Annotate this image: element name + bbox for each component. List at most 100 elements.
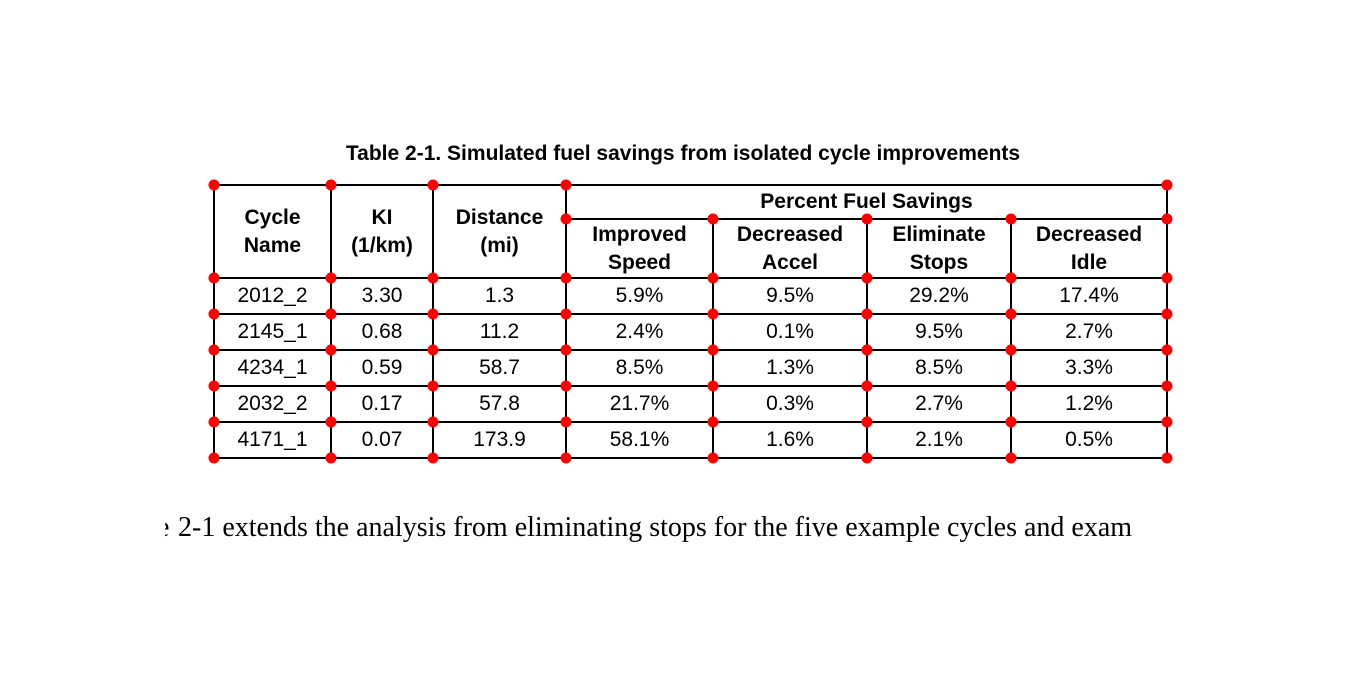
- corner-marker[interactable]: [861, 416, 873, 428]
- corner-marker[interactable]: [560, 416, 572, 428]
- corner-marker[interactable]: [1005, 213, 1017, 225]
- corner-marker[interactable]: [1005, 308, 1017, 320]
- corner-marker[interactable]: [861, 380, 873, 392]
- corner-marker[interactable]: [427, 416, 439, 428]
- cell-decreased-accel: 0.1%: [712, 313, 868, 351]
- corner-marker[interactable]: [427, 344, 439, 356]
- corner-marker[interactable]: [560, 344, 572, 356]
- corner-marker[interactable]: [208, 272, 220, 284]
- corner-marker[interactable]: [861, 308, 873, 320]
- corner-marker[interactable]: [208, 179, 220, 191]
- corner-marker[interactable]: [861, 452, 873, 464]
- corner-marker[interactable]: [560, 308, 572, 320]
- corner-marker[interactable]: [325, 452, 337, 464]
- fuel-savings-table: Cycle Name KI (1/km) Distance (mi) Perce…: [213, 184, 1168, 459]
- corner-marker[interactable]: [707, 213, 719, 225]
- corner-marker[interactable]: [1161, 272, 1173, 284]
- cell-decreased-accel: 9.5%: [712, 277, 868, 315]
- cell-improved-speed: 21.7%: [565, 385, 714, 423]
- header-decreased-accel: Decreased Accel: [712, 218, 868, 279]
- corner-marker[interactable]: [707, 344, 719, 356]
- cell-cycle-name: 2012_2: [213, 277, 332, 315]
- corner-marker[interactable]: [325, 380, 337, 392]
- cell-ki: 0.68: [330, 313, 434, 351]
- corner-marker[interactable]: [325, 179, 337, 191]
- corner-marker[interactable]: [560, 272, 572, 284]
- corner-marker[interactable]: [1005, 416, 1017, 428]
- corner-marker[interactable]: [1161, 213, 1173, 225]
- corner-marker[interactable]: [427, 272, 439, 284]
- corner-marker[interactable]: [325, 272, 337, 284]
- corner-marker[interactable]: [707, 416, 719, 428]
- cell-distance: 1.3: [432, 277, 567, 315]
- header-eliminate-stops: Eliminate Stops: [866, 218, 1012, 279]
- body-text: 2-1 extends the analysis from eliminatin…: [178, 512, 1133, 543]
- cell-distance: 58.7: [432, 349, 567, 387]
- corner-marker[interactable]: [560, 179, 572, 191]
- corner-marker[interactable]: [1161, 452, 1173, 464]
- header-row-sub: Improved Speed Decreased Accel Eliminate…: [214, 218, 1168, 279]
- cell-cycle-name: 4234_1: [213, 349, 332, 387]
- cell-eliminate-stops: 29.2%: [866, 277, 1012, 315]
- table-row: 2012_2 3.30 1.3 5.9% 9.5% 29.2% 17.4%: [213, 277, 1168, 315]
- corner-marker[interactable]: [325, 416, 337, 428]
- cell-eliminate-stops: 9.5%: [866, 313, 1012, 351]
- cell-cycle-name: 4171_1: [213, 421, 332, 459]
- table-row: 4171_1 0.07 173.9 58.1% 1.6% 2.1% 0.5%: [213, 421, 1168, 459]
- corner-marker[interactable]: [707, 272, 719, 284]
- corner-marker[interactable]: [427, 179, 439, 191]
- corner-marker[interactable]: [1161, 416, 1173, 428]
- corner-marker[interactable]: [707, 308, 719, 320]
- corner-marker[interactable]: [1161, 380, 1173, 392]
- cell-improved-speed: 5.9%: [565, 277, 714, 315]
- cell-distance: 173.9: [432, 421, 567, 459]
- cell-decreased-accel: 1.6%: [712, 421, 868, 459]
- corner-marker[interactable]: [861, 272, 873, 284]
- corner-marker[interactable]: [1161, 179, 1173, 191]
- corner-marker[interactable]: [325, 344, 337, 356]
- cell-distance: 11.2: [432, 313, 567, 351]
- corner-marker[interactable]: [707, 380, 719, 392]
- cell-decreased-idle: 1.2%: [1010, 385, 1168, 423]
- cell-eliminate-stops: 2.7%: [866, 385, 1012, 423]
- header-distance: Distance (mi): [432, 184, 567, 279]
- corner-marker[interactable]: [208, 380, 220, 392]
- table-row: 2032_2 0.17 57.8 21.7% 0.3% 2.7% 1.2%: [213, 385, 1168, 423]
- corner-marker[interactable]: [325, 308, 337, 320]
- corner-marker[interactable]: [707, 452, 719, 464]
- cell-decreased-idle: 17.4%: [1010, 277, 1168, 315]
- cell-cycle-name: 2145_1: [213, 313, 332, 351]
- cell-ki: 0.17: [330, 385, 434, 423]
- cell-ki: 0.07: [330, 421, 434, 459]
- cell-ki: 0.59: [330, 349, 434, 387]
- corner-marker[interactable]: [861, 213, 873, 225]
- corner-marker[interactable]: [208, 416, 220, 428]
- corner-marker[interactable]: [1005, 344, 1017, 356]
- header-ki: KI (1/km): [330, 184, 434, 279]
- cell-decreased-idle: 0.5%: [1010, 421, 1168, 459]
- corner-marker[interactable]: [1005, 380, 1017, 392]
- corner-marker[interactable]: [208, 308, 220, 320]
- corner-marker[interactable]: [208, 452, 220, 464]
- header-decreased-idle: Decreased Idle: [1010, 218, 1168, 279]
- corner-marker[interactable]: [427, 308, 439, 320]
- cell-improved-speed: 58.1%: [565, 421, 714, 459]
- corner-marker[interactable]: [560, 380, 572, 392]
- corner-marker[interactable]: [1161, 308, 1173, 320]
- corner-marker[interactable]: [560, 452, 572, 464]
- corner-marker[interactable]: [208, 344, 220, 356]
- table-caption: Table 2-1. Simulated fuel savings from i…: [345, 142, 1021, 165]
- corner-marker[interactable]: [861, 344, 873, 356]
- cell-cycle-name: 2032_2: [213, 385, 332, 423]
- corner-marker[interactable]: [1161, 344, 1173, 356]
- header-row-group: Cycle Name KI (1/km) Distance (mi) Perce…: [213, 184, 1168, 279]
- corner-marker[interactable]: [560, 213, 572, 225]
- corner-marker[interactable]: [1005, 452, 1017, 464]
- cell-decreased-accel: 1.3%: [712, 349, 868, 387]
- header-improved-speed: Improved Speed: [565, 218, 714, 279]
- corner-marker[interactable]: [427, 452, 439, 464]
- corner-marker[interactable]: [1005, 272, 1017, 284]
- header-cycle-name: Cycle Name: [213, 184, 332, 279]
- corner-marker[interactable]: [427, 380, 439, 392]
